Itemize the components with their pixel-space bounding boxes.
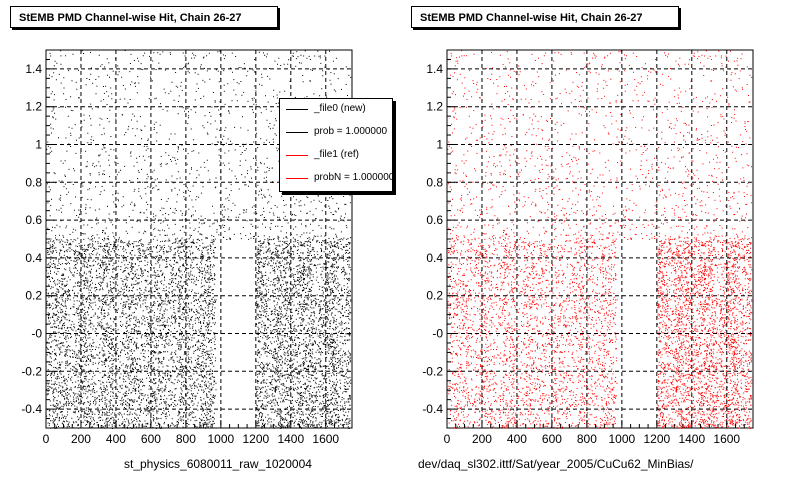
legend-entry-probn: probN = 1.000000	[280, 168, 393, 190]
x-tick-label: 800	[176, 432, 196, 446]
y-tick-label: 1.2	[426, 100, 443, 114]
x-tick-label: 0	[444, 432, 451, 446]
axis-ticks	[446, 49, 754, 429]
y-tick-label: 0.2	[25, 289, 42, 303]
legend-line-black	[286, 109, 308, 110]
x-tick-label: 1000	[609, 432, 636, 446]
legend: _file0 (new) prob = 1.000000 _file1 (ref…	[279, 98, 393, 192]
y-tick-label: 1	[35, 138, 42, 152]
x-tick-label: 600	[542, 432, 562, 446]
y-tick-label: 1.2	[25, 100, 42, 114]
x-tick-label: 1200	[242, 432, 269, 446]
y-tick-label: -0	[432, 327, 443, 341]
right-x-caption: dev/daq_sl302.ittf/Sat/year_2005/CuCu62_…	[418, 457, 694, 471]
y-tick-label: 0.8	[25, 175, 42, 189]
scatter-point-cloud	[447, 50, 753, 429]
y-tick-label: -0.4	[422, 402, 443, 416]
x-tick-label: 1600	[312, 432, 339, 446]
y-tick-label: 0.6	[25, 213, 42, 227]
grid-lines	[447, 50, 753, 428]
x-tick-label: 400	[106, 432, 126, 446]
legend-line-black	[286, 132, 308, 133]
left-chart-title: StEMB PMD Channel-wise Hit, Chain 26-27	[10, 6, 278, 28]
grid-lines	[46, 50, 352, 428]
y-tick-label: -0	[31, 327, 42, 341]
axis-ticks	[45, 49, 353, 429]
y-tick-label: -0.2	[422, 364, 443, 378]
y-tick-label: -0.2	[21, 364, 42, 378]
scatter-panel-2: 0 200 400 600 800 1000 1200 1400 1600 -0.4 -0.2 -0 0…	[422, 49, 754, 446]
legend-label-file1: _file1 (ref)	[314, 149, 360, 160]
legend-label-probn: probN = 1.000000	[314, 172, 393, 183]
y-tick-label: 0.4	[426, 251, 443, 265]
scatter-points	[46, 50, 352, 429]
x-tick-label: 400	[507, 432, 527, 446]
left-x-caption: st_physics_6080011_raw_1020004	[124, 457, 312, 471]
x-tick-label: 600	[141, 432, 161, 446]
x-tick-label: 1000	[208, 432, 235, 446]
x-tick-label: 1400	[277, 432, 304, 446]
legend-entry-prob: prob = 1.000000	[280, 122, 392, 144]
legend-label-file0: _file0 (new)	[314, 103, 366, 114]
x-tick-label: 200	[71, 432, 91, 446]
right-chart-title: StEMB PMD Channel-wise Hit, Chain 26-27	[411, 6, 679, 28]
scatter-points	[447, 50, 753, 429]
x-tick-label: 200	[472, 432, 492, 446]
y-tick-label: 1.4	[25, 62, 42, 76]
y-tick-label: 0.4	[25, 251, 42, 265]
x-tick-label: 1600	[713, 432, 740, 446]
x-tick-label: 0	[43, 432, 50, 446]
y-tick-label: 0.2	[426, 289, 443, 303]
scatter-point-cloud	[46, 50, 352, 429]
x-tick-label: 800	[577, 432, 597, 446]
legend-line-red	[286, 155, 308, 156]
y-tick-label: 1.4	[426, 62, 443, 76]
y-tick-label: 1	[436, 138, 443, 152]
legend-label-prob: prob = 1.000000	[314, 126, 388, 137]
legend-entry-file0: _file0 (new)	[280, 99, 392, 121]
legend-line-red	[286, 178, 308, 179]
x-tick-label: 1200	[643, 432, 670, 446]
y-tick-label: -0.4	[21, 402, 42, 416]
y-tick-label: 0.6	[426, 213, 443, 227]
y-tick-label: 0.8	[426, 175, 443, 189]
legend-entry-file1: _file1 (ref)	[280, 145, 392, 167]
x-tick-label: 1400	[678, 432, 705, 446]
